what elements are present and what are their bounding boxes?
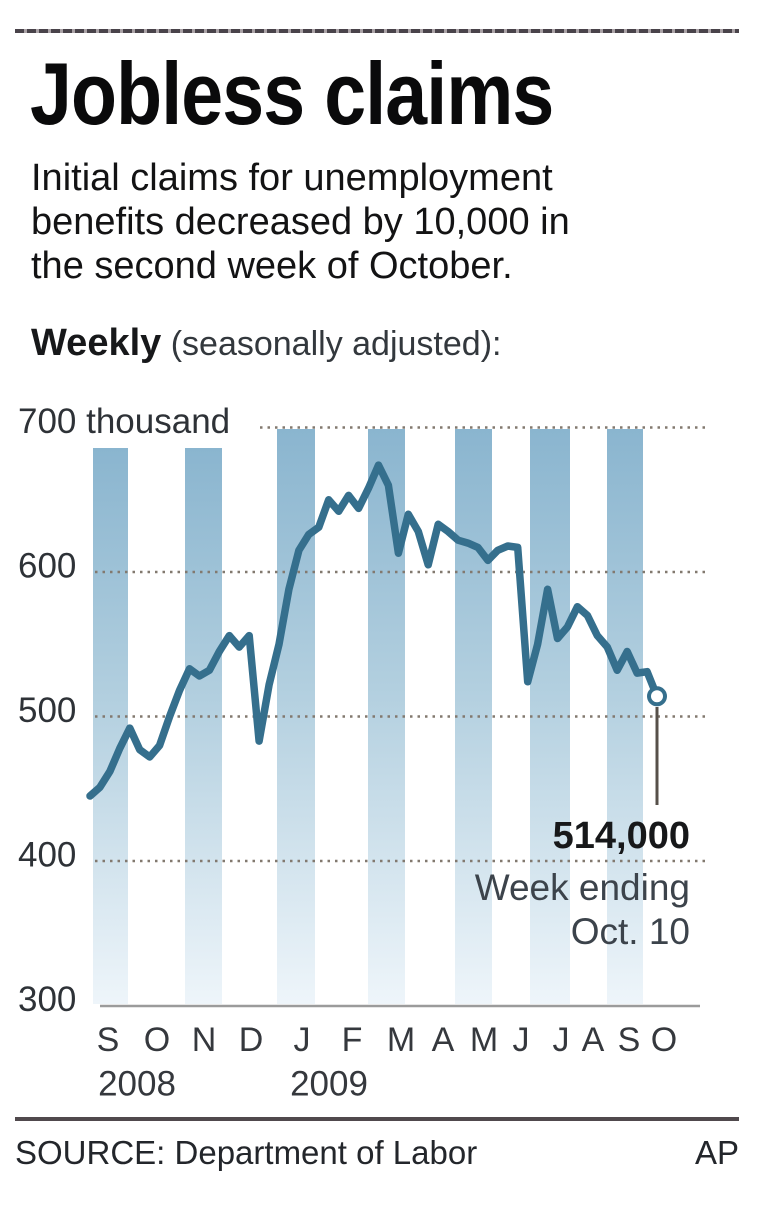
- description-line-2: benefits decreased by 10,000 in: [31, 201, 570, 243]
- month-label: S: [618, 1021, 641, 1059]
- page-title: Jobless claims: [30, 44, 554, 143]
- chart-description: Initial claims for unemployment benefits…: [31, 156, 570, 288]
- description-line-3: the second week of October.: [31, 245, 513, 287]
- endpoint-marker: [647, 686, 667, 707]
- y-tick-label: 700 thousand: [18, 402, 230, 441]
- month-band: [185, 448, 222, 1004]
- month-label: J: [513, 1021, 530, 1059]
- description-line-1: Initial claims for unemployment: [31, 157, 553, 199]
- y-tick-label: 400: [18, 836, 76, 875]
- endpoint-note-line-1: Week ending: [475, 867, 690, 908]
- month-label: J: [294, 1021, 311, 1059]
- y-tick-label: 500: [18, 691, 76, 730]
- month-band: [530, 429, 570, 1004]
- bottom-rule: [15, 1117, 739, 1121]
- series-label-bold: Weekly: [31, 322, 162, 364]
- month-label: F: [342, 1021, 363, 1059]
- month-label: N: [192, 1021, 217, 1059]
- footer: SOURCE: Department of Labor AP: [15, 1134, 739, 1172]
- month-label: O: [651, 1021, 677, 1059]
- ap-credit: AP: [694, 1134, 739, 1171]
- endpoint-value-label: 514,000: [553, 815, 690, 857]
- month-label: O: [144, 1021, 170, 1059]
- month-label: A: [582, 1021, 605, 1059]
- month-label: S: [97, 1021, 120, 1059]
- month-label: M: [387, 1021, 415, 1059]
- top-rule: [15, 29, 739, 33]
- y-tick-label: 300: [18, 980, 76, 1019]
- series-label: Weekly (seasonally adjusted):: [31, 322, 501, 365]
- y-tick-label: 600: [18, 547, 76, 586]
- year-label: 2009: [290, 1065, 368, 1104]
- month-band: [93, 448, 128, 1004]
- month-label: A: [432, 1021, 455, 1059]
- claims-line: [86, 461, 661, 800]
- month-label: M: [470, 1021, 498, 1059]
- month-label: D: [239, 1021, 264, 1059]
- year-label: 2008: [98, 1065, 176, 1104]
- month-label: J: [553, 1021, 570, 1059]
- series-label-note: (seasonally adjusted):: [161, 325, 502, 363]
- source-credit: SOURCE: Department of Labor: [15, 1134, 478, 1171]
- y-axis-labels: 700 thousand 600 500 400 300: [18, 402, 230, 1019]
- endpoint-note-line-2: Oct. 10: [571, 911, 690, 952]
